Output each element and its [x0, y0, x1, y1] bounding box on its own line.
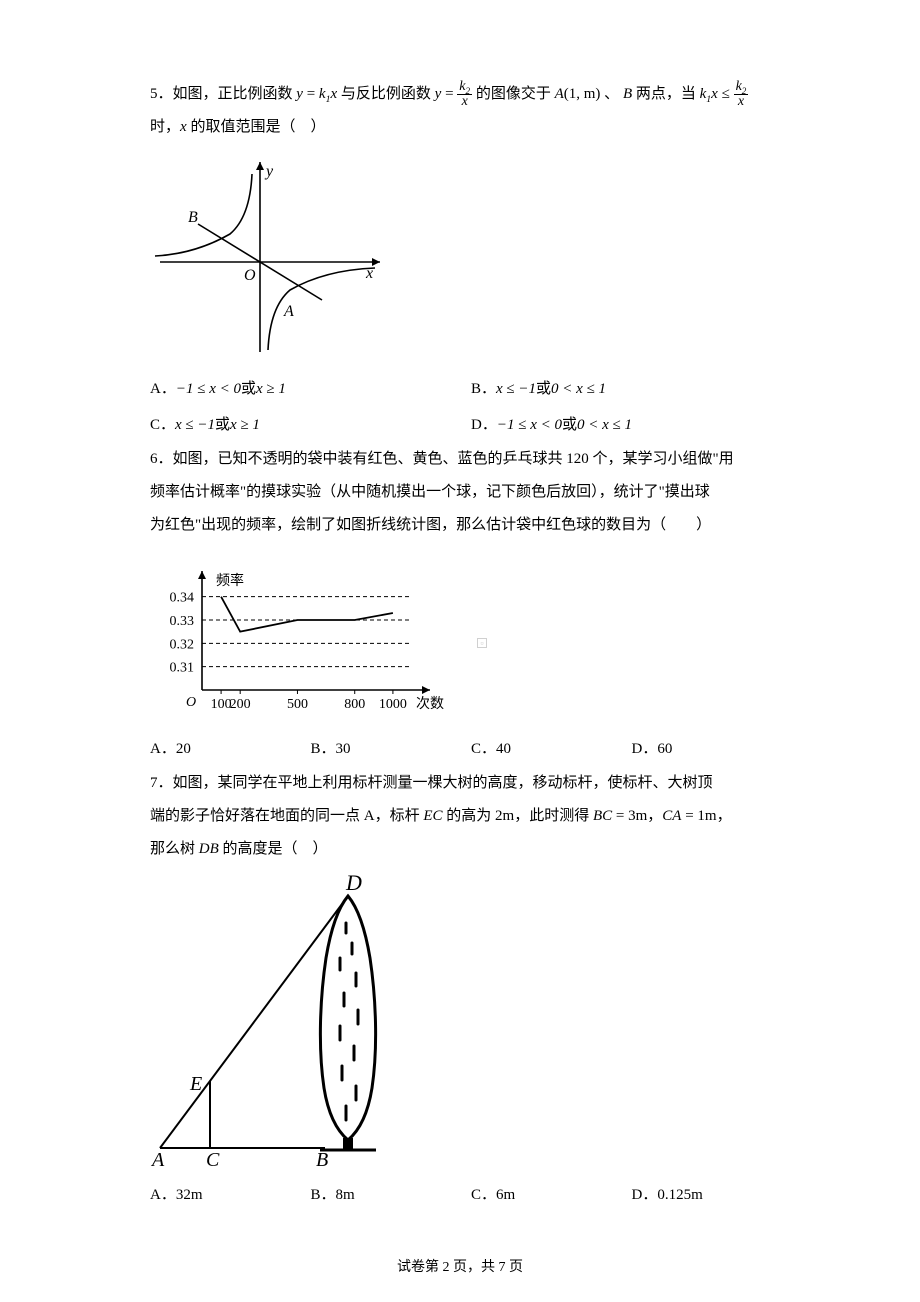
svg-text:O: O [244, 267, 256, 284]
watermark-icon: ▫ [477, 638, 487, 648]
svg-text:C: C [206, 1149, 220, 1168]
svg-text:0.34: 0.34 [170, 591, 195, 606]
q6-chart: 0.31 0.32 0.33 0.34 100200 500 800 1000 频率次数 O [150, 550, 792, 725]
q5-t2: 与反比例函数 [341, 86, 435, 102]
q6-t1: 如图，已知不透明的袋中装有红色、黄色、蓝色的乒乓球共 120 个，某学习小组做"… [173, 451, 734, 467]
page-footer: 试卷第 2 页，共 7 页 [0, 1256, 920, 1276]
q5-t1: 如图，正比例函数 [173, 86, 297, 102]
q5-optC: C．x ≤ −1或x ≥ 1 [150, 407, 471, 443]
q5-number: 5． [150, 86, 173, 102]
q5-B: B [623, 86, 632, 102]
svg-text:频率: 频率 [216, 572, 244, 589]
q5-Aargs: (1, m) [564, 86, 601, 102]
svg-text:D: D [345, 870, 362, 895]
q5-f2-eq: = [441, 86, 457, 102]
svg-text:E: E [189, 1073, 202, 1095]
q6-optC: C．40 [471, 731, 632, 767]
q6-optD: D．60 [632, 731, 793, 767]
q7-optC: C．6m [471, 1177, 632, 1213]
q5-f1-y: y [296, 86, 303, 102]
q7-t1: 如图，某同学在平地上利用标杆测量一棵大树的高度，移动标杆，使标杆、大树顶 [173, 775, 713, 791]
q5-t5: 时， [150, 119, 180, 135]
q5-line2: 时，x 的取值范围是（ ） [150, 111, 792, 144]
svg-text:O: O [186, 695, 196, 710]
q5-x: x [180, 119, 187, 135]
q5-figure: y x O A B [150, 152, 792, 367]
q7-line1: 7．如图，某同学在平地上利用标杆测量一棵大树的高度，移动标杆，使标杆、大树顶 [150, 767, 792, 800]
svg-text:B: B [316, 1149, 328, 1168]
q5-ineq-frac: k2 x [734, 80, 749, 109]
q5-t6: 的取值范围是（ ） [187, 119, 326, 135]
q5-optA: A．−1 ≤ x < 0或x ≥ 1 [150, 371, 471, 407]
q7-line2: 端的影子恰好落在地面的同一点 A，标杆 EC 的高为 2m，此时测得 BC = … [150, 800, 792, 833]
svg-text:x: x [365, 265, 373, 282]
q6-optA: A．20 [150, 731, 311, 767]
q6-line1: 6．如图，已知不透明的袋中装有红色、黄色、蓝色的乒乓球共 120 个，某学习小组… [150, 443, 792, 476]
q5-optB: B．x ≤ −1或0 < x ≤ 1 [471, 371, 792, 407]
q7-number: 7． [150, 775, 173, 791]
q5-f1-x: x [330, 86, 337, 102]
svg-text:200: 200 [230, 697, 251, 712]
q7-figure: A C B E D [150, 868, 792, 1173]
svg-text:0.33: 0.33 [170, 614, 195, 629]
q5-options-row2: C．x ≤ −1或x ≥ 1 D．−1 ≤ x < 0或0 < x ≤ 1 [150, 407, 792, 443]
svg-text:100: 100 [211, 697, 232, 712]
svg-text:0.32: 0.32 [170, 637, 195, 652]
q7-optB: B．8m [311, 1177, 472, 1213]
q6-optB: B．30 [311, 731, 472, 767]
q5-f1-eq: = [303, 86, 319, 102]
q5-optD: D．−1 ≤ x < 0或0 < x ≤ 1 [471, 407, 792, 443]
q6-line3: 为红色"出现的频率，绘制了如图折线统计图，那么估计袋中红色球的数目为（ ） [150, 509, 792, 542]
q5-f1-k: k1 [319, 86, 331, 102]
q5-line1: 5．如图，正比例函数 y = k1x 与反比例函数 y = k2 x 的图像交于… [150, 78, 792, 111]
q6-options: A．20 B．30 C．40 D．60 [150, 731, 792, 767]
q7-optD: D．0.125m [632, 1177, 793, 1213]
svg-text:1000: 1000 [379, 697, 407, 712]
svg-text:800: 800 [344, 697, 365, 712]
svg-text:0.31: 0.31 [170, 661, 195, 676]
q7-line3: 那么树 DB 的高度是（ ） [150, 833, 792, 866]
svg-text:A: A [150, 1149, 165, 1168]
document-page: 5．如图，正比例函数 y = k1x 与反比例函数 y = k2 x 的图像交于… [0, 0, 920, 1302]
q5-sep: 、 [604, 86, 619, 102]
q5-f2-frac: k2 x [457, 80, 472, 109]
svg-text:B: B [188, 209, 198, 226]
svg-text:y: y [264, 163, 274, 180]
q5-options-row1: A．−1 ≤ x < 0或x ≥ 1 B．x ≤ −1或0 < x ≤ 1 [150, 371, 792, 407]
q5-ineq-lhs: k1 [700, 86, 712, 102]
q7-optA: A．32m [150, 1177, 311, 1213]
q5-A: A [555, 86, 564, 102]
q7-options: A．32m B．8m C．6m D．0.125m [150, 1177, 792, 1213]
q6-line2: 频率估计概率"的摸球实验（从中随机摸出一个球，记下颜色后放回），统计了"摸出球 [150, 476, 792, 509]
svg-text:500: 500 [287, 697, 308, 712]
q5-ineq-x: x ≤ [711, 86, 733, 102]
q5-t4: 两点，当 [636, 86, 700, 102]
q5-t3: 的图像交于 [476, 86, 555, 102]
q6-number: 6． [150, 451, 173, 467]
svg-text:次数: 次数 [416, 696, 444, 712]
svg-text:A: A [283, 303, 294, 320]
